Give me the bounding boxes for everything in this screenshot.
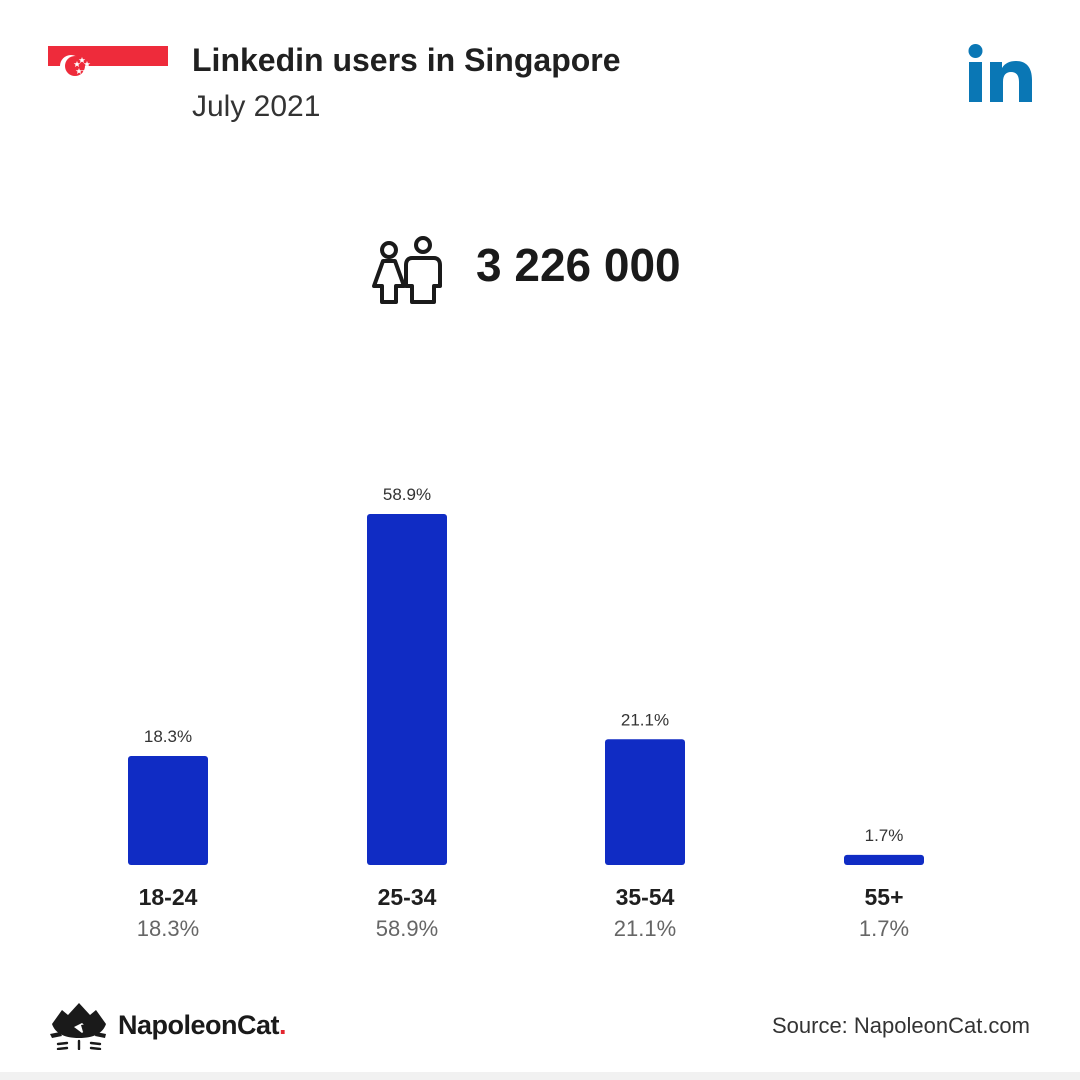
bar-value-label-18-24: 18.3% bbox=[144, 727, 192, 746]
category-label-18-24: 18-24 bbox=[138, 884, 198, 910]
total-users-count: 3 226 000 bbox=[476, 239, 681, 291]
bar-value-label-35-54: 21.1% bbox=[621, 710, 669, 729]
singapore-flag-icon bbox=[48, 46, 168, 86]
users-icon bbox=[372, 236, 442, 304]
bar-chart: 18.3% 58.9% 21.1% 1.7% bbox=[128, 485, 924, 865]
brand-name: NapoleonCat. bbox=[118, 1010, 287, 1041]
brand-name-text: NapoleonCat bbox=[118, 1010, 280, 1040]
napoleoncat-icon bbox=[50, 1003, 106, 1050]
category-label-35-54: 35-54 bbox=[615, 884, 675, 910]
category-value-18-24: 18.3% bbox=[136, 916, 200, 941]
category-label-25-34: 25-34 bbox=[377, 884, 437, 910]
source-credit: Source: NapoleonCat.com bbox=[771, 1013, 1030, 1038]
bar-35-54 bbox=[605, 739, 685, 865]
page-subtitle: July 2021 bbox=[192, 90, 321, 123]
brand-dot: . bbox=[279, 1010, 287, 1040]
bar-value-label-55-plus: 1.7% bbox=[865, 826, 904, 845]
category-value-55-plus: 1.7% bbox=[858, 916, 910, 941]
bar-25-34 bbox=[367, 514, 447, 865]
category-value-35-54: 21.1% bbox=[613, 916, 677, 941]
bar-55-plus bbox=[844, 854, 924, 865]
bar-18-24 bbox=[128, 755, 208, 865]
footer-strip bbox=[0, 1072, 1080, 1080]
bar-value-label-25-34: 58.9% bbox=[383, 485, 431, 504]
category-label-55-plus: 55+ bbox=[864, 884, 904, 910]
linkedin-icon bbox=[968, 44, 1032, 102]
category-value-25-34: 58.9% bbox=[375, 916, 439, 941]
page-title: Linkedin users in Singapore bbox=[192, 42, 621, 78]
